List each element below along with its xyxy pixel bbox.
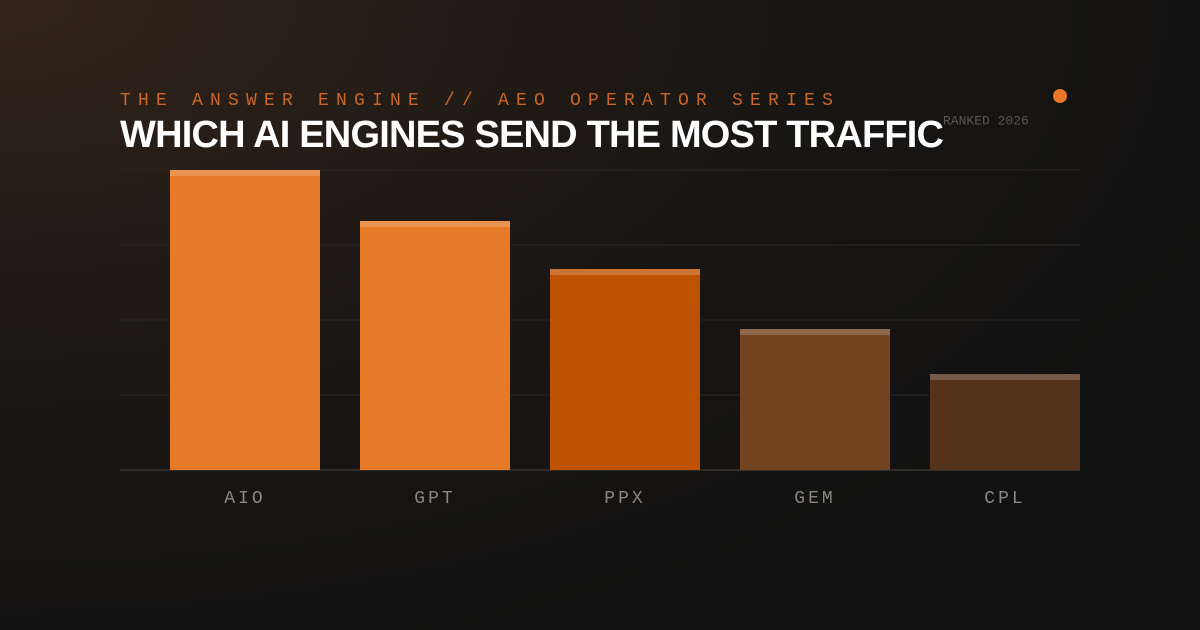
x-tick-label: GPT — [414, 489, 455, 509]
bar — [360, 221, 510, 470]
x-tick-label: PPX — [604, 489, 645, 509]
x-tick-label: AIO — [224, 489, 265, 509]
x-tick-label: GEM — [794, 489, 835, 509]
bar-cap — [360, 221, 510, 227]
status-dot — [1053, 89, 1067, 103]
bar — [550, 269, 700, 470]
bar-cap — [170, 170, 320, 176]
badge: RANKED 2026 — [943, 113, 1029, 128]
bar-cap — [930, 374, 1080, 380]
bar — [930, 374, 1080, 470]
bar — [740, 329, 890, 470]
bar-cap — [550, 269, 700, 275]
bar-cap — [740, 329, 890, 335]
chart-title: WHICH AI ENGINES SEND THE MOST TRAFFIC — [120, 114, 944, 156]
eyebrow: THE ANSWER ENGINE // AEO OPERATOR SERIES — [120, 91, 840, 111]
x-tick-label: CPL — [984, 489, 1025, 509]
bar — [170, 170, 320, 470]
